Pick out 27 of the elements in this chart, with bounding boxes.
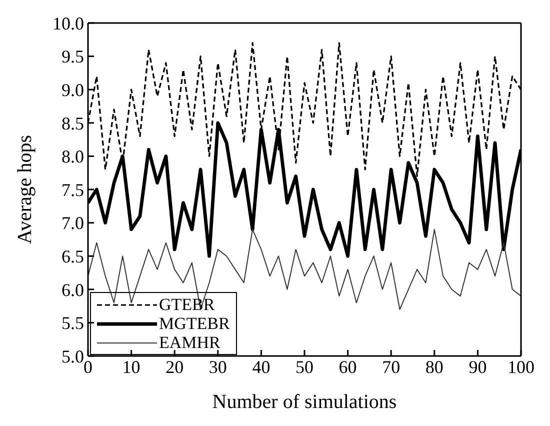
y-tick-label: 6.5 — [62, 246, 84, 266]
x-tick-label: 50 — [296, 356, 314, 377]
y-tick-label: 9.0 — [62, 80, 84, 100]
x-tick-label: 30 — [208, 356, 227, 377]
y-tick-label: 10.0 — [52, 13, 84, 34]
x-tick-label: 20 — [166, 356, 184, 377]
y-tick-label: 9.5 — [62, 46, 84, 67]
y-tick-label: 5.5 — [62, 313, 84, 334]
y-tick-label: 6.0 — [62, 280, 84, 300]
x-tick-label: 100 — [508, 356, 534, 377]
x-tick-label: 10 — [122, 356, 140, 377]
x-tick-label: 70 — [382, 356, 400, 377]
x-axis-title: Number of simulations — [212, 391, 397, 413]
y-tick-label: 5.0 — [62, 346, 84, 366]
line-series — [88, 228, 521, 310]
x-tick-label: 90 — [468, 356, 487, 377]
y-tick-label: 7.5 — [62, 180, 84, 200]
x-tick-label: 40 — [252, 356, 270, 377]
legend-label: MGTEBR — [159, 314, 230, 333]
y-tick-label: 8.5 — [62, 113, 84, 134]
x-tick-label: 80 — [425, 356, 444, 377]
y-tick-label: 7.0 — [62, 213, 84, 234]
y-axis-title: Average hops — [14, 134, 36, 244]
y-tick-label: 8.0 — [62, 146, 84, 167]
x-tick-label: 0 — [84, 356, 92, 377]
legend-label: EAMHR — [159, 333, 220, 352]
x-tick-label: 60 — [338, 356, 357, 377]
